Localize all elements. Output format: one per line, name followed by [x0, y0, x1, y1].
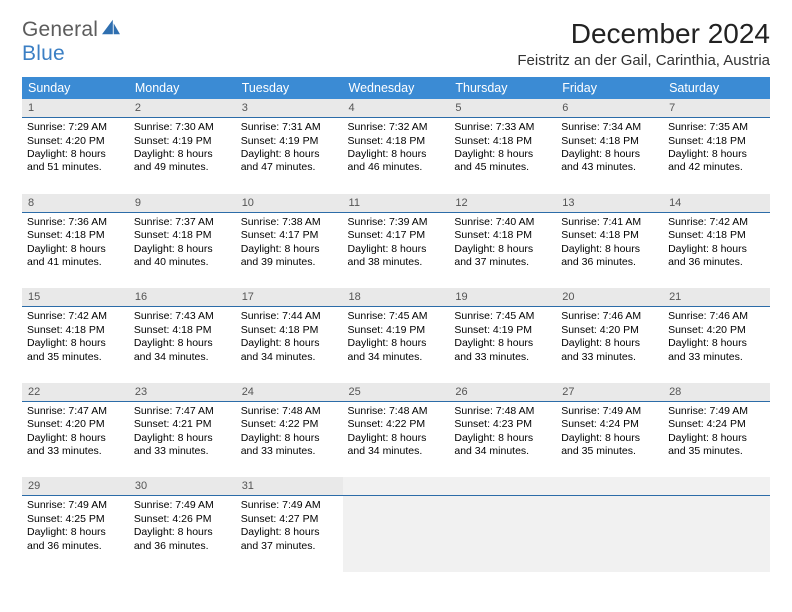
day-content-cell: Sunrise: 7:31 AMSunset: 4:19 PMDaylight:…: [236, 118, 343, 194]
day-number-cell: 29: [22, 477, 129, 496]
day-number-cell: 3: [236, 99, 343, 118]
day-number-cell: 25: [343, 383, 450, 402]
day-number-cell: [663, 477, 770, 496]
day-content-cell: Sunrise: 7:41 AMSunset: 4:18 PMDaylight:…: [556, 212, 663, 288]
day-number-cell: 28: [663, 383, 770, 402]
day-number-cell: 17: [236, 288, 343, 307]
day-number-cell: 24: [236, 383, 343, 402]
day-number-cell: [449, 477, 556, 496]
day-number-cell: 31: [236, 477, 343, 496]
weekday-header: Wednesday: [343, 77, 450, 99]
day-number-cell: 12: [449, 194, 556, 213]
day-content-cell: Sunrise: 7:30 AMSunset: 4:19 PMDaylight:…: [129, 118, 236, 194]
day-content-row: Sunrise: 7:29 AMSunset: 4:20 PMDaylight:…: [22, 118, 770, 194]
day-content-row: Sunrise: 7:42 AMSunset: 4:18 PMDaylight:…: [22, 307, 770, 383]
day-number-cell: 22: [22, 383, 129, 402]
day-number-cell: 21: [663, 288, 770, 307]
brand-line2: Blue: [22, 42, 65, 65]
day-content-cell: Sunrise: 7:40 AMSunset: 4:18 PMDaylight:…: [449, 212, 556, 288]
day-content-cell: Sunrise: 7:38 AMSunset: 4:17 PMDaylight:…: [236, 212, 343, 288]
location-subtitle: Feistritz an der Gail, Carinthia, Austri…: [517, 52, 770, 69]
day-number-cell: 10: [236, 194, 343, 213]
brand-line1: General: [22, 18, 98, 41]
day-content-cell: Sunrise: 7:45 AMSunset: 4:19 PMDaylight:…: [343, 307, 450, 383]
day-content-cell: [343, 496, 450, 572]
weekday-header: Sunday: [22, 77, 129, 99]
day-content-cell: Sunrise: 7:46 AMSunset: 4:20 PMDaylight:…: [663, 307, 770, 383]
weekday-header: Saturday: [663, 77, 770, 99]
day-number-cell: [556, 477, 663, 496]
day-content-cell: Sunrise: 7:42 AMSunset: 4:18 PMDaylight:…: [22, 307, 129, 383]
brand-sail-icon: [100, 18, 122, 36]
day-content-row: Sunrise: 7:49 AMSunset: 4:25 PMDaylight:…: [22, 496, 770, 572]
day-content-cell: Sunrise: 7:48 AMSunset: 4:23 PMDaylight:…: [449, 401, 556, 477]
day-content-cell: Sunrise: 7:46 AMSunset: 4:20 PMDaylight:…: [556, 307, 663, 383]
day-content-cell: Sunrise: 7:49 AMSunset: 4:25 PMDaylight:…: [22, 496, 129, 572]
day-content-cell: Sunrise: 7:49 AMSunset: 4:26 PMDaylight:…: [129, 496, 236, 572]
day-content-cell: Sunrise: 7:49 AMSunset: 4:24 PMDaylight:…: [556, 401, 663, 477]
day-number-cell: 16: [129, 288, 236, 307]
day-number-cell: 5: [449, 99, 556, 118]
day-number-cell: 30: [129, 477, 236, 496]
day-content-cell: Sunrise: 7:45 AMSunset: 4:19 PMDaylight:…: [449, 307, 556, 383]
day-content-cell: [449, 496, 556, 572]
day-content-cell: Sunrise: 7:29 AMSunset: 4:20 PMDaylight:…: [22, 118, 129, 194]
day-number-cell: 4: [343, 99, 450, 118]
day-number-cell: 11: [343, 194, 450, 213]
day-content-cell: Sunrise: 7:36 AMSunset: 4:18 PMDaylight:…: [22, 212, 129, 288]
day-content-cell: Sunrise: 7:47 AMSunset: 4:20 PMDaylight:…: [22, 401, 129, 477]
day-number-cell: 6: [556, 99, 663, 118]
day-number-cell: 2: [129, 99, 236, 118]
brand-logo: General Blue: [22, 18, 122, 66]
day-number-cell: 15: [22, 288, 129, 307]
day-number-cell: 1: [22, 99, 129, 118]
day-number-row: 891011121314: [22, 194, 770, 213]
weekday-header: Friday: [556, 77, 663, 99]
calendar-table: SundayMondayTuesdayWednesdayThursdayFrid…: [22, 77, 770, 572]
day-number-row: 293031: [22, 477, 770, 496]
day-content-cell: Sunrise: 7:49 AMSunset: 4:24 PMDaylight:…: [663, 401, 770, 477]
day-content-cell: [556, 496, 663, 572]
day-content-cell: Sunrise: 7:48 AMSunset: 4:22 PMDaylight:…: [236, 401, 343, 477]
day-content-cell: Sunrise: 7:44 AMSunset: 4:18 PMDaylight:…: [236, 307, 343, 383]
day-content-cell: Sunrise: 7:47 AMSunset: 4:21 PMDaylight:…: [129, 401, 236, 477]
day-content-cell: Sunrise: 7:42 AMSunset: 4:18 PMDaylight:…: [663, 212, 770, 288]
day-number-cell: 18: [343, 288, 450, 307]
day-number-row: 22232425262728: [22, 383, 770, 402]
day-content-cell: Sunrise: 7:35 AMSunset: 4:18 PMDaylight:…: [663, 118, 770, 194]
day-number-row: 15161718192021: [22, 288, 770, 307]
day-number-cell: 27: [556, 383, 663, 402]
day-content-cell: Sunrise: 7:33 AMSunset: 4:18 PMDaylight:…: [449, 118, 556, 194]
day-content-cell: Sunrise: 7:37 AMSunset: 4:18 PMDaylight:…: [129, 212, 236, 288]
day-number-cell: 20: [556, 288, 663, 307]
day-content-cell: [663, 496, 770, 572]
day-number-cell: 13: [556, 194, 663, 213]
day-number-cell: 26: [449, 383, 556, 402]
day-content-cell: Sunrise: 7:34 AMSunset: 4:18 PMDaylight:…: [556, 118, 663, 194]
day-content-row: Sunrise: 7:36 AMSunset: 4:18 PMDaylight:…: [22, 212, 770, 288]
day-content-cell: Sunrise: 7:32 AMSunset: 4:18 PMDaylight:…: [343, 118, 450, 194]
day-number-cell: 7: [663, 99, 770, 118]
weekday-header-row: SundayMondayTuesdayWednesdayThursdayFrid…: [22, 77, 770, 99]
day-content-row: Sunrise: 7:47 AMSunset: 4:20 PMDaylight:…: [22, 401, 770, 477]
day-number-cell: 8: [22, 194, 129, 213]
day-number-row: 1234567: [22, 99, 770, 118]
day-number-cell: 9: [129, 194, 236, 213]
month-title: December 2024: [517, 18, 770, 50]
day-content-cell: Sunrise: 7:43 AMSunset: 4:18 PMDaylight:…: [129, 307, 236, 383]
weekday-header: Thursday: [449, 77, 556, 99]
day-number-cell: 14: [663, 194, 770, 213]
weekday-header: Tuesday: [236, 77, 343, 99]
day-number-cell: 19: [449, 288, 556, 307]
day-content-cell: Sunrise: 7:49 AMSunset: 4:27 PMDaylight:…: [236, 496, 343, 572]
day-number-cell: [343, 477, 450, 496]
day-content-cell: Sunrise: 7:48 AMSunset: 4:22 PMDaylight:…: [343, 401, 450, 477]
weekday-header: Monday: [129, 77, 236, 99]
day-number-cell: 23: [129, 383, 236, 402]
day-content-cell: Sunrise: 7:39 AMSunset: 4:17 PMDaylight:…: [343, 212, 450, 288]
